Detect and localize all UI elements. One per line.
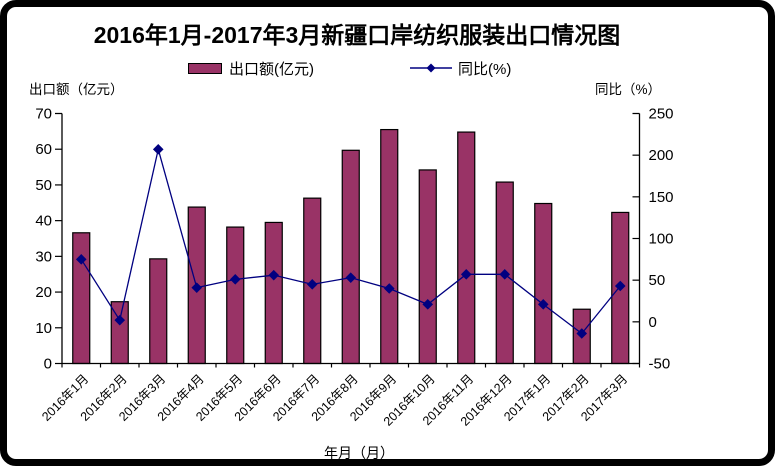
line-marker: [422, 299, 434, 310]
left-tick-label: 20: [35, 284, 52, 301]
chart-title: 2016年1月-2017年3月新疆口岸纺织服装出口情况图: [93, 22, 621, 48]
bar: [226, 226, 245, 365]
bar-swatch-icon: [188, 62, 222, 74]
left-tick-label: 60: [35, 141, 52, 158]
line-marker-icon: [410, 63, 452, 73]
left-tick-label: 40: [35, 213, 52, 230]
line-marker: [306, 279, 318, 290]
left-tick-label: 70: [35, 106, 52, 123]
line-marker: [114, 314, 126, 326]
left-axis-caption: 出口额（亿元）: [29, 82, 124, 97]
line-marker: [268, 269, 280, 281]
line-marker: [345, 272, 357, 283]
legend: 出口额(亿元) 同比(%): [188, 57, 608, 79]
line-marker: [537, 299, 549, 310]
bar: [341, 149, 360, 365]
bar: [380, 128, 399, 365]
left-tick-label: 30: [35, 248, 52, 265]
left-tick-label: 0: [44, 356, 52, 373]
right-tick-label: 0: [649, 314, 657, 331]
bar: [418, 169, 437, 365]
right-tick-label: 150: [649, 189, 674, 206]
x-axis-title: 年月（月）: [324, 445, 394, 461]
legend-item-export: 出口额(亿元): [188, 58, 314, 79]
right-axis-caption: 同比（%）: [595, 82, 662, 97]
line-marker: [614, 280, 626, 292]
left-tick-label: 50: [35, 177, 52, 194]
bar: [149, 258, 168, 365]
bar: [72, 232, 91, 365]
line-marker: [229, 274, 241, 285]
line-marker: [460, 269, 472, 280]
line-marker: [152, 144, 164, 155]
bar: [534, 202, 553, 365]
right-tick-label: 100: [649, 231, 674, 248]
bar: [264, 221, 283, 365]
line-marker: [499, 269, 511, 280]
line-marker: [191, 282, 203, 293]
legend-label-yoy: 同比(%): [458, 60, 512, 78]
right-tick-label: 200: [649, 147, 674, 164]
legend-label-export: 出口额(亿元): [229, 60, 314, 78]
right-tick-label: 50: [649, 272, 666, 289]
line-marker: [383, 283, 395, 294]
left-tick-label: 10: [35, 320, 52, 337]
bar: [457, 131, 476, 365]
right-tick-label: 250: [649, 106, 674, 123]
chart-canvas: 010203040506070-500501001502002502016年1月…: [35, 106, 674, 429]
line-marker: [75, 254, 87, 265]
right-tick-label: -50: [649, 356, 671, 373]
legend-item-yoy: 同比(%): [410, 58, 511, 79]
line-marker: [576, 328, 588, 339]
